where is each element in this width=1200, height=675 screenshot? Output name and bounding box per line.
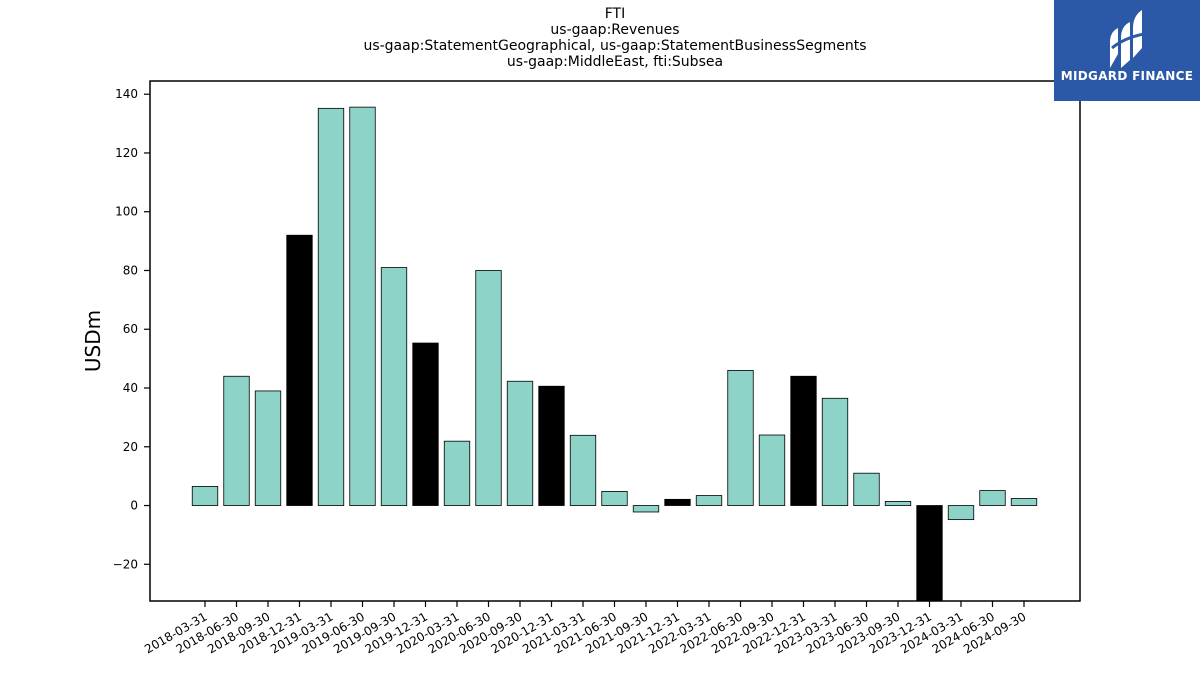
- y-tick-label: 20: [123, 440, 138, 454]
- logo-mark-icon: [1110, 10, 1145, 68]
- y-tick-label: 80: [123, 263, 138, 277]
- y-tick-label: 0: [130, 499, 138, 513]
- bar-2023-09-30: [884, 501, 912, 506]
- y-tick-label: 100: [115, 205, 138, 219]
- bar-2019-06-30: [349, 106, 376, 506]
- bar-2022-12-31: [790, 375, 817, 506]
- bar-2019-03-31: [317, 107, 345, 506]
- bar-2022-03-31: [695, 495, 723, 506]
- bar-2018-06-30: [223, 375, 250, 506]
- bar-2019-09-30: [380, 267, 408, 506]
- y-tick-label: 120: [115, 146, 138, 160]
- chart-title: FTI us-gaap:Revenues us-gaap:StatementGe…: [150, 6, 1080, 70]
- chart-title-metric: us-gaap:Revenues: [550, 22, 680, 38]
- plot-frame: [149, 80, 1081, 602]
- logo-text: MIDGARD FINANCE: [1060, 69, 1194, 83]
- x-axis: 2018-03-312018-06-302018-09-302018-12-31…: [142, 601, 1029, 656]
- bar-2024-03-31: [947, 505, 975, 521]
- bar-2021-09-30: [632, 505, 660, 513]
- bar-2021-12-31: [664, 498, 691, 506]
- bar-2020-03-31: [443, 440, 471, 506]
- bar-2018-12-31: [286, 234, 313, 506]
- y-tick-label: 60: [123, 322, 138, 336]
- bar-2020-12-31: [538, 385, 565, 506]
- midgard-finance-logo: MIDGARD FINANCE: [1054, 0, 1200, 101]
- bar-2024-09-30: [1010, 498, 1038, 506]
- y-tick-label: 140: [115, 87, 138, 101]
- chart-title-members: us-gaap:MiddleEast, fti:Subsea: [506, 54, 724, 70]
- bar-2018-03-31: [191, 486, 219, 506]
- bar-2019-12-31: [412, 342, 439, 506]
- bar-2018-09-30: [254, 390, 282, 506]
- bar-2021-06-30: [601, 491, 628, 506]
- bar-2022-06-30: [727, 369, 754, 506]
- y-axis: −20 0 20 40 60 80 100 120 140: [113, 87, 150, 571]
- y-tick-label: 40: [123, 381, 138, 395]
- chart-title-ticker: FTI: [604, 6, 626, 22]
- chart-title-statements: us-gaap:StatementGeographical, us-gaap:S…: [363, 38, 867, 54]
- bar-2023-06-30: [853, 472, 880, 506]
- bar-2020-06-30: [475, 270, 502, 506]
- bar-2023-03-31: [821, 397, 849, 506]
- bar-2023-12-31: [916, 505, 943, 601]
- y-tick-label: −20: [113, 557, 138, 571]
- bar-2024-06-30: [979, 490, 1006, 506]
- bar-2020-09-30: [506, 380, 534, 506]
- bar-2022-09-30: [758, 434, 786, 506]
- bars-group: [191, 106, 1038, 601]
- bar-2021-03-31: [569, 434, 597, 506]
- y-axis-label: USDm: [81, 310, 105, 372]
